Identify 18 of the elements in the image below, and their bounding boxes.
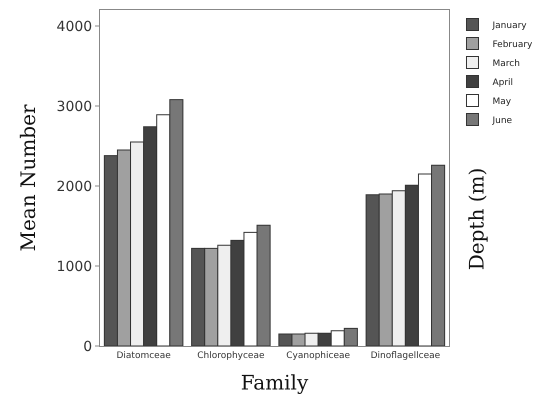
legend-label: January [491,21,528,32]
x-tick-label: Chlorophyceae [197,350,265,361]
x-tick-label: Dinoflagellceae [370,350,441,361]
y-tick-label: 3000 [56,98,92,115]
x-tick-label: Cyanophiceae [286,350,350,361]
y-tick-label: 1000 [56,258,92,275]
legend-label: April [492,78,514,88]
legend-label: May [492,97,512,108]
y-tick-label: 0 [83,338,92,355]
y-axis-title: Mean Number [16,104,40,252]
x-axis-title: Family [240,370,309,394]
x-tick-label: Diatomceae [116,350,172,361]
legend-label: June [491,116,513,126]
y2-axis-title: Depth (m) [464,168,489,270]
y-tick-label: 4000 [56,18,92,35]
legend-label: March [492,59,520,70]
legend-label: February [492,40,534,50]
y-tick-label: 2000 [56,178,92,195]
